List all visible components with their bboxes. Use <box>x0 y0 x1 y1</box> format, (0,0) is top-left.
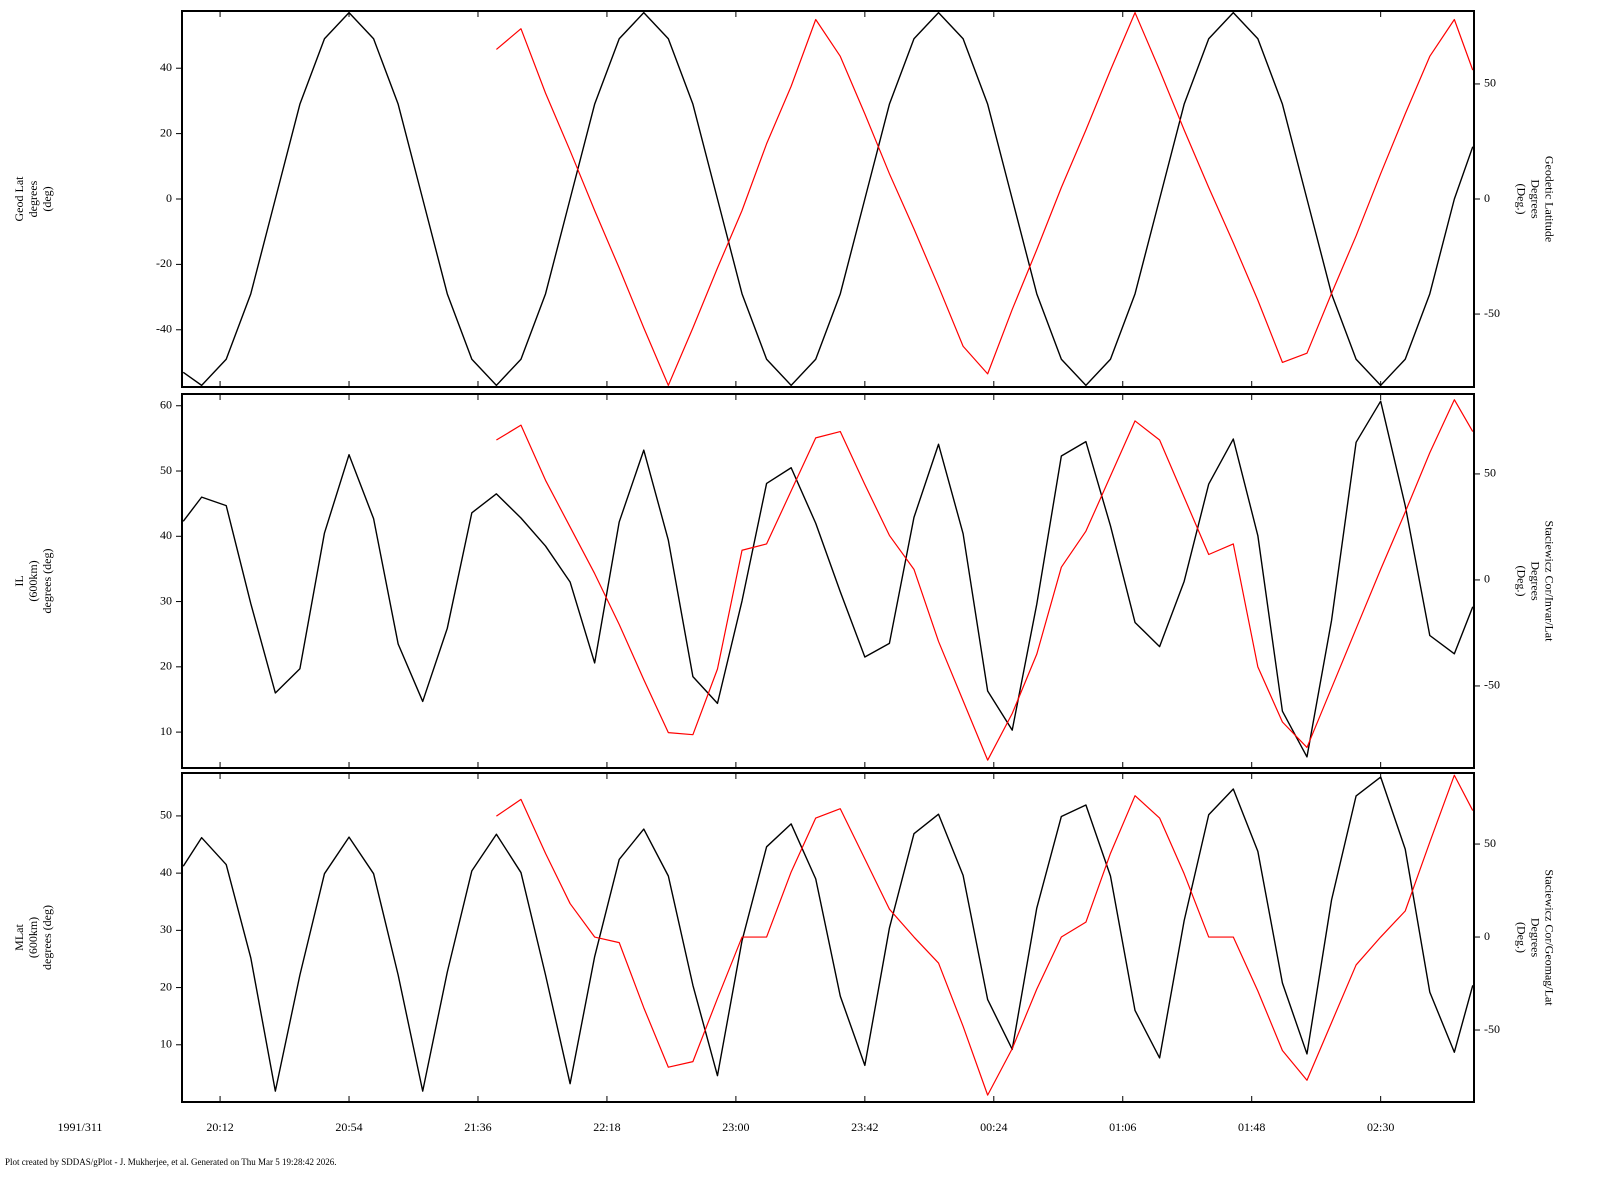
series-line <box>182 11 1474 387</box>
y-tick-label: -20 <box>156 256 172 270</box>
y2-tick-label: -50 <box>1484 306 1500 320</box>
y2-axis-label: (Deg.) <box>1514 922 1528 953</box>
y-tick-label: 0 <box>166 191 172 205</box>
y-tick-label: 20 <box>160 979 172 993</box>
footer: Plot created by SDDAS/gPlot - J. Mukherj… <box>5 1157 337 1167</box>
y-tick-label: 50 <box>160 463 172 477</box>
y2-axis-label: Staciewicz Cor/Invar/Lat <box>1542 521 1556 643</box>
x-tick-label: 23:00 <box>722 1120 749 1134</box>
y-tick-label: 60 <box>160 397 172 411</box>
y-tick-label: 10 <box>160 1037 172 1051</box>
y-axis-label: degrees (deg) <box>40 549 54 614</box>
x-tick-label: 21:36 <box>464 1120 491 1134</box>
y-tick-label: 20 <box>160 125 172 139</box>
plot-frame <box>181 393 1475 769</box>
y-tick-label: 30 <box>160 922 172 936</box>
y-tick-label: 40 <box>160 60 172 74</box>
y2-axis-label: Degrees <box>1528 179 1542 219</box>
y2-tick-label: -50 <box>1484 1022 1500 1036</box>
x-tick-label: 20:54 <box>335 1120 362 1134</box>
y-tick-label: -40 <box>156 322 172 336</box>
y-axis-label: (600km) <box>26 917 40 958</box>
y-tick-label: 30 <box>160 593 172 607</box>
y2-axis-label: (Deg.) <box>1514 566 1528 597</box>
x-tick-label: 20:12 <box>206 1120 233 1134</box>
series-line <box>496 774 1474 1096</box>
plot-frame <box>181 772 1475 1103</box>
y-axis-label: MLat <box>12 924 26 951</box>
y2-tick-label: 50 <box>1484 836 1496 850</box>
x-tick-label: 22:18 <box>593 1120 620 1134</box>
y-tick-label: 40 <box>160 865 172 879</box>
y2-axis-label: Degrees <box>1528 918 1542 958</box>
y-axis-label: (600km) <box>26 560 40 601</box>
y-axis-label: IL <box>12 575 26 586</box>
x-tick-label: 01:48 <box>1238 1120 1265 1134</box>
x-axis-label: 1991/311 <box>58 1120 103 1134</box>
y2-tick-label: 0 <box>1484 929 1490 943</box>
y2-tick-label: 50 <box>1484 466 1496 480</box>
y-tick-label: 40 <box>160 528 172 542</box>
series-line <box>496 12 1474 386</box>
x-tick-label: 23:42 <box>851 1120 878 1134</box>
y-axis-label: degrees <box>26 180 40 217</box>
x-tick-label: 01:06 <box>1109 1120 1136 1134</box>
y-axis-label: Geod Lat <box>12 176 26 222</box>
y2-tick-label: -50 <box>1484 678 1500 692</box>
y-axis-label: (deg) <box>40 186 54 211</box>
y2-axis-label: Geodetic Latitude <box>1542 156 1556 242</box>
y2-axis-label: Staciewicz Cor/Geomag/Lat <box>1542 869 1556 1006</box>
y-tick-label: 50 <box>160 808 172 822</box>
y2-tick-label: 0 <box>1484 191 1490 205</box>
series-line <box>182 400 1474 758</box>
y2-tick-label: 50 <box>1484 76 1496 90</box>
y-tick-label: 10 <box>160 724 172 738</box>
y2-axis-label: (Deg.) <box>1514 184 1528 215</box>
series-line <box>182 776 1474 1092</box>
y-axis-label: degrees (deg) <box>40 905 54 970</box>
x-tick-label: 02:30 <box>1367 1120 1394 1134</box>
y2-tick-label: 0 <box>1484 572 1490 586</box>
y-tick-label: 20 <box>160 659 172 673</box>
x-tick-label: 00:24 <box>980 1120 1007 1134</box>
series-line <box>496 399 1474 761</box>
y2-axis-label: Degrees <box>1528 561 1542 601</box>
plot-frame <box>181 10 1475 388</box>
